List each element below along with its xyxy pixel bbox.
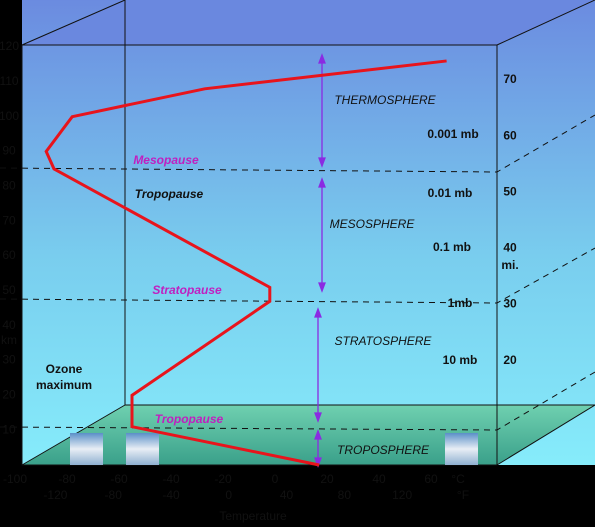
x-tick-label: 40 (372, 472, 386, 486)
ozone-label: Ozone (46, 362, 83, 376)
y-tick-label: 110 (0, 74, 19, 88)
x-tick-label: -80 (58, 472, 76, 486)
x2-tick-label: 80 (338, 488, 352, 502)
pressure-label: 1mb (448, 296, 473, 310)
pause-label: Stratopause (152, 283, 222, 297)
y-tick-label: 30 (2, 353, 16, 367)
y2-tick-label: 70 (503, 72, 517, 86)
x-tick-label: -100 (3, 472, 27, 486)
layer-label: STRATOSPHERE (335, 334, 433, 348)
pressure-label: 0.001 mb (427, 127, 478, 141)
x-unit: °C (451, 472, 465, 486)
y-tick-label: 40 (2, 318, 16, 332)
x-tick-label: 0 (272, 472, 279, 486)
x-tick-label: 60 (424, 472, 438, 486)
x-tick-label: -20 (214, 472, 232, 486)
pause-label: Tropopause (135, 187, 204, 201)
ozone-label: maximum (36, 378, 92, 392)
y-tick-label: 80 (2, 179, 16, 193)
y-tick-label: 120 (0, 39, 19, 53)
x2-tick-label: 0 (225, 488, 232, 502)
x2-tick-label: 120 (392, 488, 412, 502)
box-top (22, 0, 595, 45)
pressure-label: 0.1 mb (433, 240, 471, 254)
y-tick-label: 70 (2, 213, 16, 227)
pause-label: Tropopause (155, 412, 224, 426)
pause-label: Mesopause (133, 153, 199, 167)
x2-tick-label: 40 (280, 488, 294, 502)
layer-label: THERMOSPHERE (334, 93, 436, 107)
y-axis-label: km (1, 333, 17, 347)
pressure-label: 0.01 mb (428, 186, 473, 200)
layer-label: TROPOSPHERE (337, 443, 430, 457)
y-tick-label: 60 (2, 248, 16, 262)
x-tick-label: 20 (320, 472, 334, 486)
y2-tick-label: 50 (503, 184, 517, 198)
x-tick-label: -40 (162, 472, 180, 486)
y-tick-label: 50 (2, 283, 16, 297)
y-tick-label: 20 (2, 388, 16, 402)
x-tick-label: -60 (110, 472, 128, 486)
x2-tick-label: -120 (43, 488, 67, 502)
y2-tick-label: 20 (503, 353, 517, 367)
y-tick-label: 100 (0, 109, 19, 123)
temperature-line (44, 59, 447, 467)
y2-tick-label: 30 (503, 297, 517, 311)
y-tick-label: 90 (2, 144, 16, 158)
x2-tick-label: -80 (105, 488, 123, 502)
y2-tick-label: 60 (503, 128, 517, 142)
y2-tick-label: 40 (503, 241, 517, 255)
background (22, 0, 595, 465)
x2-tick-label: -40 (162, 488, 180, 502)
pause-lines (0, 114, 595, 431)
x2-unit: °F (457, 488, 469, 502)
y-tick-label: 10 (2, 422, 16, 436)
y2-axis-label: mi. (501, 258, 518, 272)
layer-label: MESOSPHERE (330, 217, 416, 231)
pressure-label: 10 mb (443, 353, 478, 367)
clouds (70, 433, 478, 465)
x-axis-label: Temperature (219, 509, 287, 523)
